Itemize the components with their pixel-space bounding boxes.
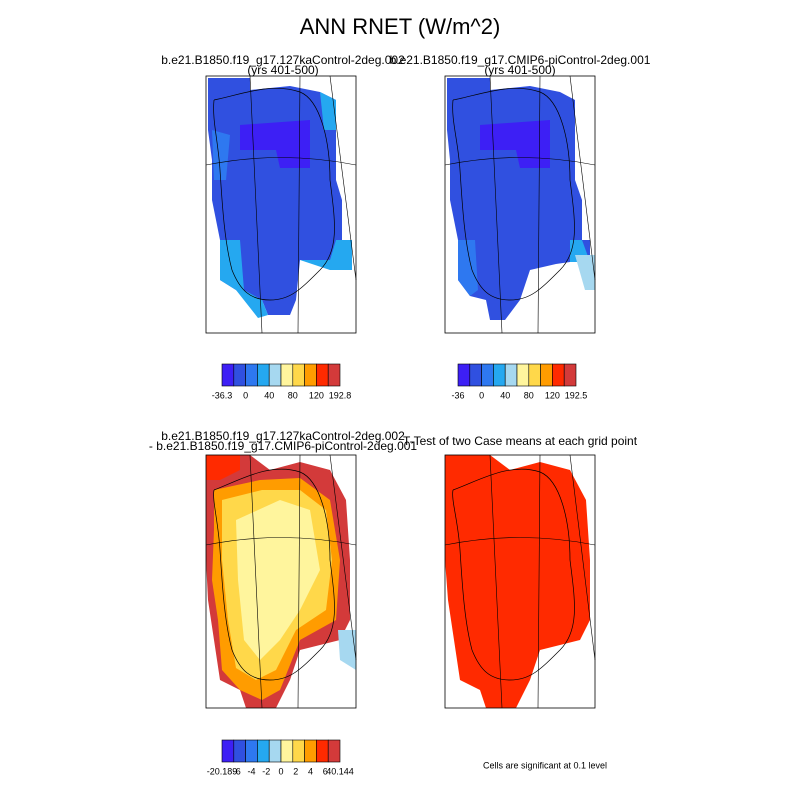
colorbar-box (292, 739, 305, 763)
figure-title: ANN RNET (W/m^2) (300, 14, 501, 39)
colorbar-box (221, 363, 235, 387)
colorbar-box (245, 739, 258, 763)
colorbar-label: 120 (309, 390, 324, 400)
colorbar-box (540, 363, 553, 387)
colorbar-box (528, 363, 541, 387)
colorbar-box (316, 739, 329, 763)
colorbar-label: 0 (479, 390, 484, 400)
panel-subtitle: - b.e21.B1850.f19_g17.CMIP6-piControl-2d… (149, 439, 418, 453)
colorbar-label: 80 (288, 390, 298, 400)
colorbar-label: 80 (524, 390, 534, 400)
map-panel-4 (444, 454, 596, 709)
colorbar-box (304, 363, 317, 387)
panel-title: T-Test of two Case means at each grid po… (403, 434, 638, 448)
panel-title: b.e21.B1850.f19_g17.127kaControl-2deg.00… (161, 53, 405, 67)
colorbar-label: -20.189 (207, 766, 238, 776)
colorbar-label: 0 (243, 390, 248, 400)
colorbar-box (233, 739, 246, 763)
colorbar-label: -4 (247, 766, 255, 776)
colorbar-box (504, 363, 518, 387)
colorbar-box (280, 739, 294, 763)
colorbar-label: 40.144 (326, 766, 354, 776)
colorbar-label: 2 (293, 766, 298, 776)
panel-subtitle: (yrs 401-500) (484, 63, 555, 77)
colorbar-box (563, 363, 577, 387)
colorbar-box (221, 739, 235, 763)
colorbar-label: -36 (451, 390, 464, 400)
colorbar-box (327, 363, 341, 387)
colorbar-box (268, 363, 282, 387)
colorbar-box (268, 739, 282, 763)
colorbar-label: 40 (264, 390, 274, 400)
colorbar-label: 40 (500, 390, 510, 400)
colorbar-box (552, 363, 565, 387)
panel-subtitle: (yrs 401-500) (247, 63, 318, 77)
colorbar-box (516, 363, 530, 387)
colorbar-box (304, 739, 317, 763)
map-panel-3 (205, 454, 357, 709)
panel-note: Cells are significant at 0.1 level (483, 760, 607, 770)
colorbar-label: -2 (262, 766, 270, 776)
colorbar-label: -36.3 (212, 390, 233, 400)
colorbar-label: 4 (308, 766, 313, 776)
map-panel-1 (205, 75, 357, 334)
colorbar-box (233, 363, 246, 387)
colorbar-box (245, 363, 258, 387)
colorbar-label: 0 (278, 766, 283, 776)
colorbar-label: 192.5 (565, 390, 588, 400)
colorbar-box (481, 363, 494, 387)
colorbar-label: -6 (233, 766, 241, 776)
colorbar-box (493, 363, 506, 387)
panel-title: b.e21.B1850.f19_g17.CMIP6-piControl-2deg… (390, 53, 651, 67)
colorbar-label: 6 (323, 766, 328, 776)
colorbar-box (292, 363, 305, 387)
colorbar-box (316, 363, 329, 387)
map-panel-2 (444, 75, 596, 334)
colorbar-box (469, 363, 482, 387)
colorbar-box (257, 739, 270, 763)
colorbar-box (457, 363, 471, 387)
panel-title: b.e21.B1850.f19_g17.127kaControl-2deg.00… (161, 429, 405, 443)
colorbar-box (280, 363, 294, 387)
colorbar-label: 192.8 (329, 390, 352, 400)
colorbar-box (327, 739, 341, 763)
colorbar-label: 120 (545, 390, 560, 400)
colorbar-box (257, 363, 270, 387)
